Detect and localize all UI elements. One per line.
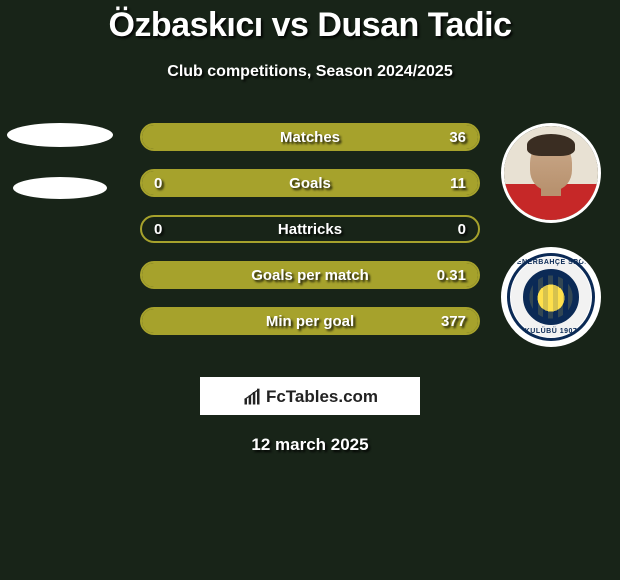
stat-bar: Goals per match0.31 (140, 261, 480, 289)
bar-value-right: 377 (429, 309, 478, 333)
generation-date: 12 march 2025 (0, 435, 620, 455)
player-right-column: FENERBAHÇE SPOR KULÜBÜ 1907 (496, 123, 606, 347)
player-right-avatar (501, 123, 601, 223)
bar-value-left (142, 125, 166, 149)
stat-bars: Matches36Goals011Hattricks00Goals per ma… (140, 123, 480, 335)
source-logo: FcTables.com (200, 377, 420, 415)
page-title: Özbaskıcı vs Dusan Tadic (0, 0, 620, 45)
badge-top-text: FENERBAHÇE SPOR (503, 259, 599, 266)
bar-value-right: 36 (437, 125, 478, 149)
player-left-column (0, 123, 120, 199)
stat-bar: Goals0 11 (140, 169, 480, 197)
bar-label: Matches (142, 125, 478, 149)
bar-value-right: 0 (446, 217, 478, 241)
bar-value-left (142, 263, 166, 287)
bar-value-left (142, 309, 166, 333)
player-left-club-placeholder (13, 177, 107, 199)
badge-bottom-text: KULÜBÜ 1907 (503, 328, 599, 335)
page-root: Özbaskıcı vs Dusan Tadic Club competitio… (0, 0, 620, 580)
bar-value-right: 0.31 (425, 263, 478, 287)
player-left-avatar-placeholder (7, 123, 113, 147)
bar-label: Goals (142, 171, 478, 195)
bar-value-left: 0 (142, 217, 174, 241)
bar-value-left: 0 (142, 171, 174, 195)
player-right-club-badge: FENERBAHÇE SPOR KULÜBÜ 1907 (501, 247, 601, 347)
bar-label: Min per goal (142, 309, 478, 333)
chart-icon (242, 387, 262, 407)
bar-label: Hattricks (142, 217, 478, 241)
comparison-content: Matches36Goals011Hattricks00Goals per ma… (0, 123, 620, 363)
stat-bar: Min per goal377 (140, 307, 480, 335)
page-subtitle: Club competitions, Season 2024/2025 (0, 63, 620, 81)
bar-value-right: 11 (438, 171, 478, 195)
stat-bar: Hattricks0 0 (140, 215, 480, 243)
source-logo-text: FcTables.com (266, 387, 378, 407)
stat-bar: Matches36 (140, 123, 480, 151)
